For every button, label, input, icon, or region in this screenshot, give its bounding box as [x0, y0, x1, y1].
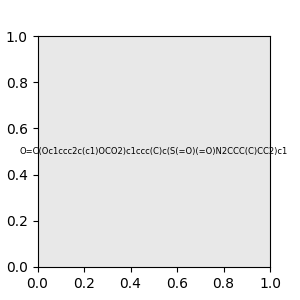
Text: O=C(Oc1ccc2c(c1)OCO2)c1ccc(C)c(S(=O)(=O)N2CCC(C)CC2)c1: O=C(Oc1ccc2c(c1)OCO2)c1ccc(C)c(S(=O)(=O)…	[20, 147, 288, 156]
